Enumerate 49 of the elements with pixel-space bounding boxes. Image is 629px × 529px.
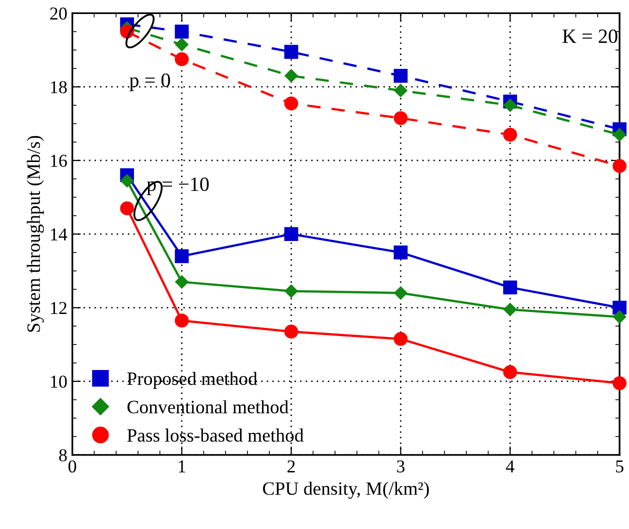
point [503,280,518,294]
y-tick-label: 16 [51,154,67,167]
y-tick-label: 8 [59,449,67,462]
point [174,52,189,66]
legend-label: Conventional method [127,400,288,414]
legend-label: Pass loss-based method [127,428,304,442]
point [284,227,298,242]
y-tick-label: 10 [51,376,67,388]
x-tick-label: 3 [397,460,404,473]
y-tick-label: 18 [51,81,67,94]
point [394,332,408,346]
x-tick-label: 0 [68,460,76,473]
point [504,302,517,316]
y-axis-title: System throughput (Mb/s) [26,136,44,332]
annotation: p = 0 [130,73,170,92]
point [394,68,408,83]
x-tick-label: 4 [506,460,514,472]
point [394,246,408,260]
point [394,84,408,98]
point [174,249,189,264]
x-axis-title: CPU density, M(/km²) [263,482,429,499]
point [175,38,188,52]
point [284,324,298,339]
point [394,111,408,126]
point [503,128,518,142]
x-tick-label: 5 [616,460,624,473]
point [284,69,298,82]
y-tick-label: 12 [51,302,66,314]
x-tick-label: 2 [288,460,295,472]
point [612,128,626,142]
point [612,159,627,173]
point [504,98,517,112]
point [120,201,134,216]
point [394,286,408,300]
annotation: K = 20 [562,29,618,44]
point [284,44,298,59]
point [174,314,189,328]
y-tick-label: 20 [50,7,67,20]
legend-label: Proposed method [127,372,258,389]
point [120,174,134,188]
point [503,365,518,380]
point [175,275,188,289]
point [612,376,627,390]
x-tick-label: 1 [178,460,186,472]
point [174,24,189,39]
y-tick-label: 14 [51,228,68,240]
point [284,96,298,110]
point [612,310,626,324]
point [284,284,298,298]
